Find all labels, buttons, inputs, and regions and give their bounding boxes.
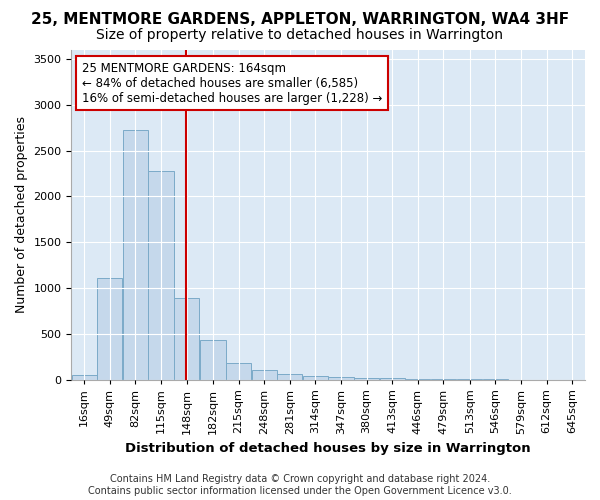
Text: Contains HM Land Registry data © Crown copyright and database right 2024.
Contai: Contains HM Land Registry data © Crown c… xyxy=(88,474,512,496)
Bar xyxy=(277,374,302,380)
Bar xyxy=(148,171,173,380)
Bar xyxy=(328,377,353,380)
Bar xyxy=(71,376,97,380)
Bar xyxy=(251,370,277,380)
Bar xyxy=(123,130,148,380)
X-axis label: Distribution of detached houses by size in Warrington: Distribution of detached houses by size … xyxy=(125,442,531,455)
Bar xyxy=(354,378,379,380)
Bar xyxy=(200,340,226,380)
Bar xyxy=(174,298,199,380)
Text: Size of property relative to detached houses in Warrington: Size of property relative to detached ho… xyxy=(97,28,503,42)
Bar xyxy=(97,278,122,380)
Text: 25 MENTMORE GARDENS: 164sqm
← 84% of detached houses are smaller (6,585)
16% of : 25 MENTMORE GARDENS: 164sqm ← 84% of det… xyxy=(82,62,382,104)
Bar xyxy=(380,378,405,380)
Bar xyxy=(226,364,251,380)
Text: 25, MENTMORE GARDENS, APPLETON, WARRINGTON, WA4 3HF: 25, MENTMORE GARDENS, APPLETON, WARRINGT… xyxy=(31,12,569,28)
Y-axis label: Number of detached properties: Number of detached properties xyxy=(15,116,28,314)
Bar xyxy=(303,376,328,380)
